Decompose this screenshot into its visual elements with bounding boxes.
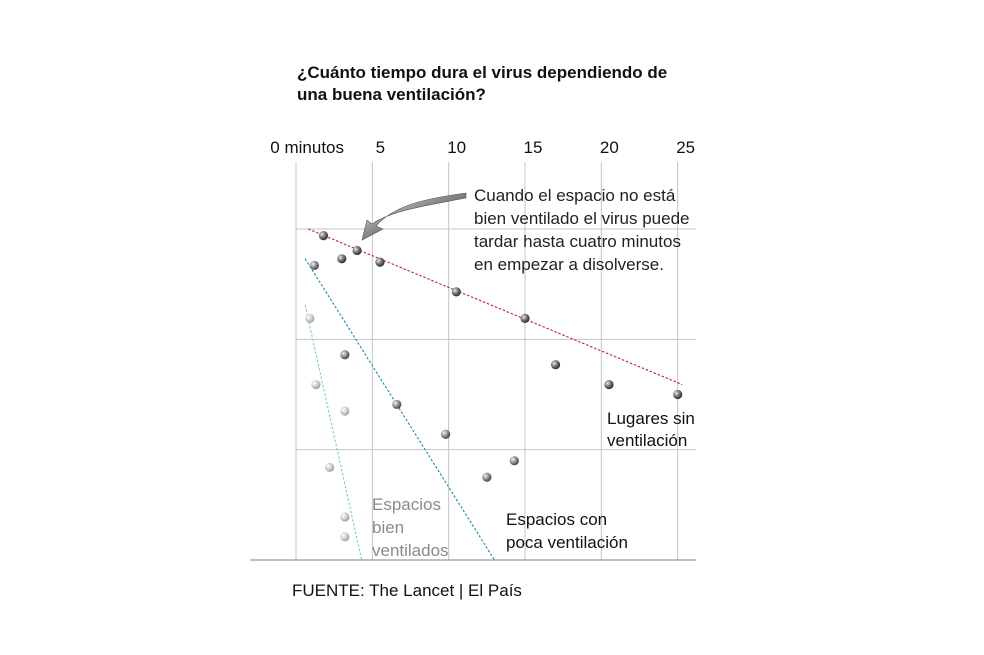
chart-title-line-2: una buena ventilación?: [297, 85, 486, 104]
data-point-series-2: [340, 532, 350, 542]
series-label-line: Espacios con: [506, 510, 607, 529]
data-point-series-0: [318, 231, 329, 241]
data-point-series-0: [337, 254, 347, 264]
series-label-poca-ventilacion: Espacios con poca ventilación: [506, 510, 628, 552]
series-label-line: Espacios: [372, 495, 441, 514]
data-point-series-0: [673, 389, 683, 400]
series-label-line: poca ventilación: [506, 533, 628, 552]
series-label-line: ventilados: [372, 541, 449, 560]
x-tick-label: 20: [600, 138, 619, 157]
trend-line-series-1: [304, 258, 495, 561]
data-point-series-2: [340, 406, 350, 416]
data-point-series-2: [311, 379, 321, 390]
x-tick-labels: 0 minutos 5 10 15 20 25: [270, 138, 695, 157]
data-point-series-0: [375, 257, 385, 267]
data-point-series-2: [340, 512, 350, 522]
source-note: FUENTE: The Lancet | El País: [292, 581, 522, 600]
x-tick-label: 10: [447, 138, 466, 157]
series-label-line: ventilación: [607, 431, 687, 450]
trend-line-series-0: [308, 228, 683, 386]
x-tick-label: 15: [524, 138, 543, 157]
data-point-series-0: [520, 313, 530, 323]
data-points: [305, 231, 683, 542]
data-point-series-0: [451, 287, 461, 297]
series-label-line: Lugares sin: [607, 409, 695, 428]
chart-title-line-1: ¿Cuánto tiempo dura el virus dependiendo…: [297, 63, 667, 82]
data-point-series-0: [604, 379, 614, 390]
annotation-text: Cuando el espacio no está bien ventilado…: [474, 186, 689, 274]
data-point-series-1: [441, 429, 451, 439]
data-point-series-2: [305, 313, 315, 323]
data-point-series-0: [550, 360, 561, 370]
annotation-line-4: en empezar a disolverse.: [474, 255, 664, 274]
data-point-series-1: [482, 472, 492, 482]
data-point-series-1: [309, 260, 319, 271]
annotation-line-1: Cuando el espacio no está: [474, 186, 676, 205]
data-point-series-0: [352, 245, 362, 256]
series-label-sin-ventilacion: Lugares sin ventilación: [607, 409, 695, 450]
data-point-series-1: [509, 456, 519, 466]
data-point-series-1: [392, 399, 402, 410]
data-point-series-1: [340, 350, 350, 360]
x-tick-label: 0 minutos: [270, 138, 344, 157]
annotation-line-2: bien ventilado el virus puede: [474, 209, 689, 228]
annotation-arrow-icon: [361, 192, 467, 241]
x-tick-label: 25: [676, 138, 695, 157]
annotation-line-3: tardar hasta cuatro minutos: [474, 232, 681, 251]
data-point-series-2: [324, 462, 335, 472]
x-tick-label: 5: [376, 138, 385, 157]
series-label-bien-ventilados: Espacios bien ventilados: [372, 495, 449, 560]
series-label-line: bien: [372, 518, 404, 537]
trend-lines: [304, 228, 683, 561]
trend-line-series-2: [304, 305, 363, 561]
